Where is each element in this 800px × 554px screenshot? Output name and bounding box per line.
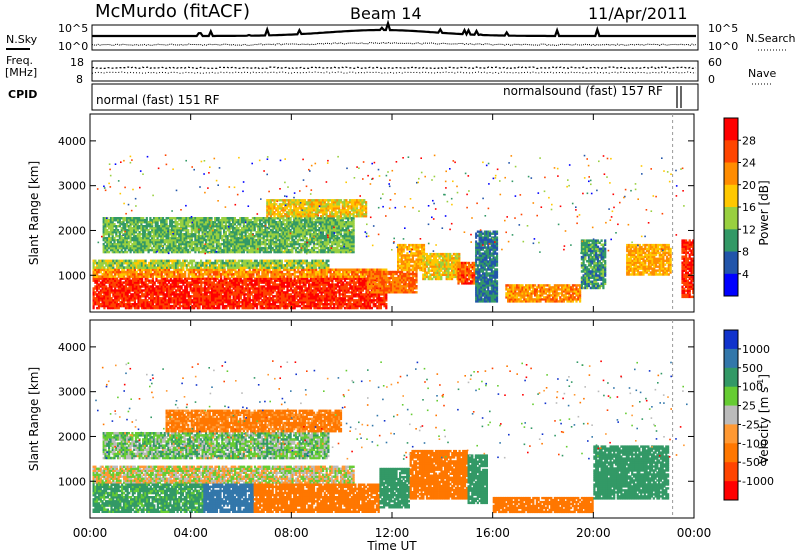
data-cell <box>491 252 493 254</box>
nsky-tick-high: 10^5 <box>58 22 88 35</box>
data-cell <box>423 244 425 247</box>
data-cell <box>408 244 410 247</box>
data-cell <box>487 272 489 274</box>
data-cell <box>327 260 329 263</box>
freq-trace <box>92 67 696 69</box>
data-cell <box>290 275 292 278</box>
data-cell <box>152 275 154 278</box>
nave-trace <box>92 72 696 73</box>
data-cell <box>404 244 406 247</box>
nsky-label: N.Sky <box>6 33 38 46</box>
data-cell <box>327 264 329 267</box>
data-cell <box>479 282 481 284</box>
data-cell <box>381 287 383 289</box>
data-cell <box>482 298 484 300</box>
data-cell <box>415 287 417 289</box>
data-cell <box>188 275 190 278</box>
freq-unit-label: [MHz] <box>5 66 37 79</box>
data-cell <box>397 244 399 247</box>
nsearch-tick-low: 10^0 <box>708 40 738 53</box>
data-cell <box>258 271 260 274</box>
data-cell <box>112 264 114 267</box>
data-cell <box>415 281 417 283</box>
data-cell <box>114 275 116 278</box>
data-cell <box>227 275 229 278</box>
beam-title: Beam 14 <box>350 4 422 23</box>
data-cell <box>487 231 489 233</box>
data-cell <box>494 268 496 270</box>
data-cell <box>417 244 419 247</box>
data-cell <box>482 246 484 248</box>
date-title: 11/Apr/2011 <box>588 4 688 23</box>
data-cell <box>496 252 498 254</box>
data-cell <box>283 275 285 278</box>
data-cell <box>404 254 406 257</box>
data-cell <box>421 244 423 247</box>
data-cell <box>494 256 496 258</box>
nsky-tick-low: 10^0 <box>58 40 88 53</box>
data-cell <box>123 275 125 278</box>
data-cell <box>408 254 410 257</box>
data-cell <box>385 303 387 305</box>
radar-figure: McMurdo (fitACF) Beam 14 11/Apr/2011 N.S… <box>0 0 800 554</box>
data-cell <box>414 260 416 263</box>
freq-tick-low: 8 <box>76 73 83 86</box>
freq-tick-high: 18 <box>70 56 84 69</box>
data-cell <box>252 275 254 278</box>
data-cell <box>414 252 416 255</box>
data-cell <box>415 291 417 293</box>
data-cell <box>487 260 489 262</box>
station-title: McMurdo (fitACF) <box>95 1 250 22</box>
data-cell <box>233 275 235 278</box>
freq-panel-frame <box>92 61 698 81</box>
data-cell <box>415 285 417 287</box>
data-cell <box>184 271 186 274</box>
data-cell <box>220 275 222 278</box>
data-cell <box>414 244 416 247</box>
nsky-panel-frame <box>92 25 698 50</box>
data-cell <box>496 268 498 270</box>
nave-tick-high: 60 <box>708 56 722 69</box>
nsearch-trace <box>92 42 696 45</box>
data-cell <box>401 244 403 247</box>
data-cell <box>468 262 470 264</box>
data-cell <box>487 278 489 280</box>
data-cell <box>494 231 496 233</box>
data-cell <box>482 233 484 235</box>
data-cell <box>496 280 498 282</box>
data-cell <box>163 275 165 278</box>
data-cell <box>326 275 328 278</box>
data-cell <box>302 266 304 269</box>
nsearch-label: N.Search <box>746 32 796 45</box>
data-cell <box>482 236 484 238</box>
data-cell <box>482 252 484 254</box>
cpid-label: CPID <box>8 88 37 101</box>
data-cell <box>364 275 366 278</box>
data-cell <box>458 253 460 256</box>
data-cell <box>202 275 204 278</box>
data-cell <box>415 275 417 277</box>
data-cell <box>479 268 481 270</box>
data-cell <box>496 231 498 233</box>
nave-label: Nave <box>748 67 776 80</box>
data-cell <box>491 258 493 260</box>
nsearch-tick-high: 10^5 <box>708 22 738 35</box>
data-cell <box>281 260 283 263</box>
nave-tick-low: 0 <box>708 73 715 86</box>
data-cell <box>211 275 213 278</box>
data-cell <box>385 269 387 272</box>
data-cell <box>267 275 269 278</box>
cpid-mode-left: normal (fast) 151 RF <box>96 93 220 107</box>
data-cell <box>145 260 147 263</box>
cpid-mode-right: normalsound (fast) 157 RF <box>503 84 663 98</box>
data-cell <box>184 275 186 278</box>
data-cell <box>491 233 493 235</box>
data-cell <box>496 236 498 238</box>
